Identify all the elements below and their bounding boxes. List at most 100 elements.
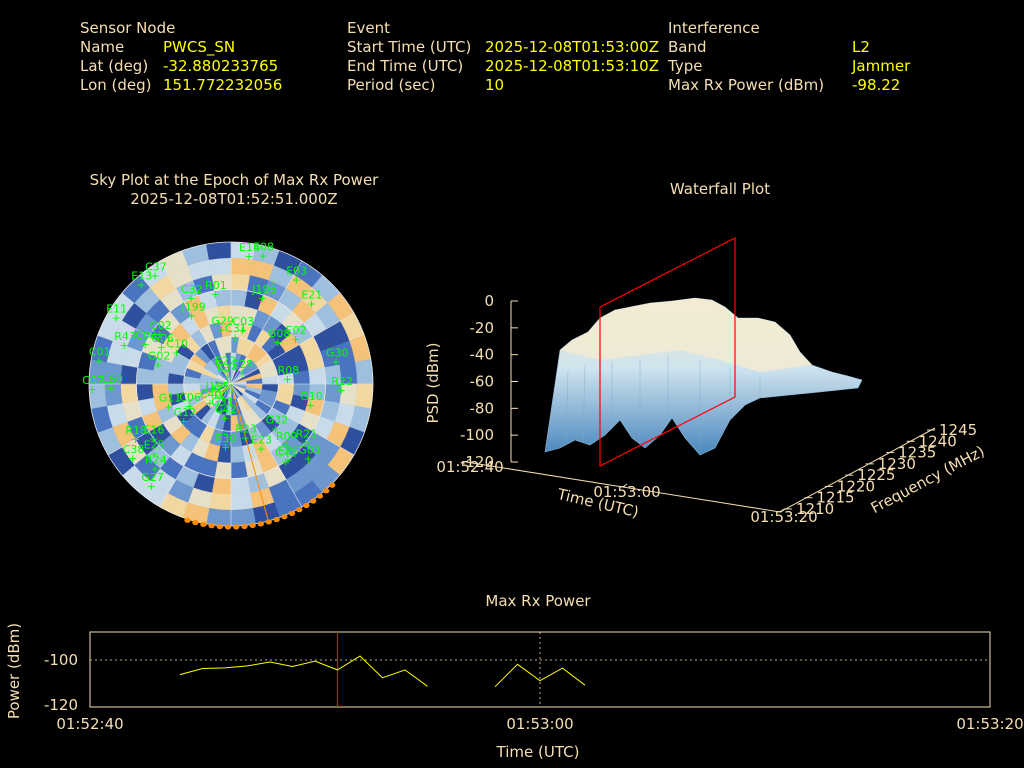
satellite-label: E34 [217,362,238,375]
satellite-E34[interactable]: +E34 [217,362,238,384]
satellite-R21[interactable]: +R21 [296,427,318,449]
satellite-C38[interactable]: +C38 [123,443,145,465]
time-tick-label: 01:53:00 [593,483,660,501]
satellite-G03[interactable]: +G03 [298,444,321,466]
satellite-C02[interactable]: +C02 [150,319,172,341]
satellite-marker: + [301,436,310,449]
satellite-J196[interactable]: +J196 [251,283,276,305]
time-axis-ticks: 01:52:40 01:53:00 01:53:20 [436,458,817,526]
satellite-layer: +E14+E08+E03+C37+E13+C32 +R01+J196+J199 +E… [82,240,353,493]
satellite-label: E21 [301,289,322,302]
satellite-E16[interactable]: +E16 [143,423,164,445]
satellite-E26[interactable]: +E26 [278,445,299,467]
satellite-C32[interactable]: +C32 [181,283,203,305]
satellite-marker: + [157,341,166,354]
satellite-G02[interactable]: +G02 [148,349,171,371]
satellite-R01[interactable]: +R01 [205,279,227,301]
satellite-E28[interactable]: +E28 [232,358,253,380]
satellite-C31[interactable]: +C31 [225,322,247,344]
event-period-value: 10 [485,76,505,94]
interference-band-value: L2 [852,38,870,56]
satellite-R24[interactable]: +R24 [145,453,167,475]
satellite-label: C31 [225,322,247,335]
satellite-G30[interactable]: +G30 [326,347,349,369]
satellite-C03[interactable]: +C03 [232,315,254,337]
satellite-C10[interactable]: +C10 [166,337,188,359]
satellite-E25[interactable]: +E25 [144,439,165,461]
psd-tick-label: -100 [460,426,494,444]
satellite-G32[interactable]: +G32 [266,414,289,436]
satellite-R08[interactable]: +R08 [278,364,300,386]
satellite-label: G10 [300,390,323,403]
jammer-track-point [296,507,303,513]
satellite-G31[interactable]: +G31 [211,396,234,418]
satellite-C08[interactable]: +C08 [135,329,157,351]
satellite-R09[interactable]: +R09 [276,430,298,452]
max-power-epoch-plane [599,237,736,467]
satellite-label: E03 [286,265,307,278]
satellite-C41[interactable]: +C41 [275,447,297,469]
interference-power-label: Max Rx Power (dBm) [668,76,825,94]
event-heading: Event [347,19,390,37]
satellite-E21[interactable]: +E21 [301,289,322,311]
satellite-label: C01 [89,346,111,359]
satellite-G06[interactable]: +G06 [151,332,174,354]
azimuth-spoke [230,260,303,385]
satellite-G21[interactable]: +G21 [213,382,236,404]
satellite-G08[interactable]: +G08 [268,327,291,349]
jammer-track-point [273,516,280,523]
sky-cell [230,476,251,495]
satellite-E13[interactable]: +E13 [131,269,152,291]
satellite-E22[interactable]: +E22 [215,354,236,376]
satellite-R43[interactable]: +R43 [114,330,136,352]
satellite-label: C41 [275,447,297,460]
sky-cell [211,476,232,495]
satellite-marker: + [120,339,129,352]
satellite-label: G27 [141,471,164,484]
satellite-E30[interactable]: +E30 [215,432,236,454]
sky-cell [230,461,248,479]
jammer-track-point [184,517,191,523]
satellite-R18[interactable]: +R18 [125,424,147,446]
azimuth-spoke [230,383,355,456]
psd-axis-ticks: 0 -20 -40 -60 -80 -100 -120 [460,292,518,471]
satellite-marker: + [210,288,219,301]
power-ticks: 01:52:40 01:53:00 01:53:20 -100 -120 [44,651,1024,733]
satellite-E23[interactable]: +E23 [251,433,272,455]
satellite-C01[interactable]: +C01 [89,346,111,368]
satellite-C37[interactable]: +C37 [145,260,167,282]
satellite-G12[interactable]: +G12 [174,406,197,428]
satellite-C07[interactable]: +C07 [82,374,104,396]
jammer-track-point [288,510,296,516]
satellite-G11[interactable]: +G11 [159,392,182,414]
satellite-G29[interactable]: +G29 [211,315,234,337]
satellite-E14[interactable]: +E14 [239,241,260,263]
jammer-track-point [192,519,199,526]
satellite-marker: + [218,391,227,404]
satellite-G27[interactable]: +G27 [141,471,164,493]
satellite-J199[interactable]: +J199 [181,301,206,323]
satellite-C42[interactable]: +C42 [215,403,237,425]
satellite-E03[interactable]: +E03 [286,265,307,287]
waterfall-plot: 0-20-40-60-80-100-120 01:52:4001:53:0001… [424,237,988,526]
satellite-marker: + [291,333,300,346]
satellite-label: G32 [266,414,289,427]
satellite-C50[interactable]: +C50 [101,373,123,395]
satellite-label: R09 [276,430,298,443]
satellite-label: E25 [144,439,165,452]
sky-cell [355,383,373,409]
azimuth-spoke [230,383,303,508]
satellite-marker: + [172,346,181,359]
satellite-C40[interactable]: +C40 [200,388,222,410]
satellite-marker: + [238,367,247,380]
satellite-G10[interactable]: +G10 [300,390,323,412]
satellite-J195[interactable]: +J195 [204,380,229,402]
psd-tick-label: -60 [470,373,495,391]
satellite-marker: + [149,448,158,461]
satellite-R22[interactable]: +R22 [331,375,353,397]
satellite-E11[interactable]: +E11 [106,303,127,325]
satellite-E08[interactable]: +E08 [253,240,274,262]
satellite-C06[interactable]: +C06 [179,391,201,413]
satellite-E02[interactable]: +E02 [286,324,307,346]
satellite-R23[interactable]: +R23 [235,422,257,444]
